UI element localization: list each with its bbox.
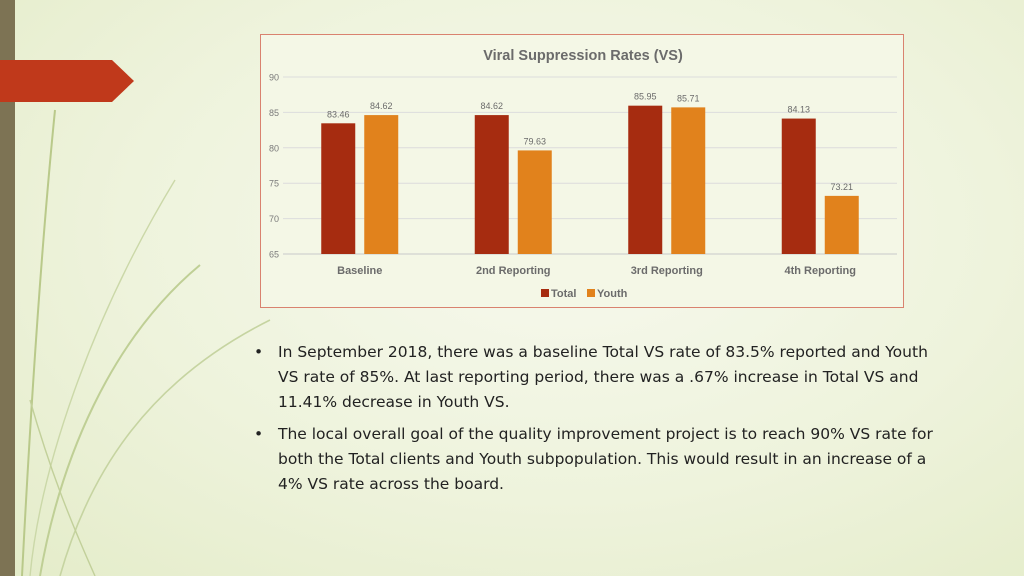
bullet-list: • In September 2018, there was a baselin… (252, 340, 942, 504)
bullet-text-2: The local overall goal of the quality im… (278, 425, 933, 493)
bar-total (474, 115, 509, 255)
data-label: 84.62 (480, 101, 503, 111)
x-tick-label: 4th Reporting (785, 265, 857, 277)
data-label: 85.71 (677, 93, 700, 103)
bullet-text-1: In September 2018, there was a baseline … (278, 343, 928, 411)
bullet-item-1: • In September 2018, there was a baselin… (252, 340, 942, 415)
y-tick-label: 70 (269, 214, 279, 224)
chart-title: Viral Suppression Rates (VS) (483, 48, 683, 64)
bar-total (781, 118, 816, 254)
y-tick-label: 80 (269, 143, 279, 153)
bullet-marker: • (254, 425, 264, 443)
data-label: 79.63 (523, 136, 546, 146)
bar-youth (364, 115, 399, 255)
chart-bars (321, 105, 859, 255)
bullet-item-2: • The local overall goal of the quality … (252, 422, 942, 497)
data-label: 83.46 (327, 109, 350, 119)
data-label: 84.62 (370, 101, 393, 111)
legend-swatch-youth (587, 289, 595, 297)
legend-swatch-total (541, 289, 549, 297)
bullet-marker: • (254, 343, 264, 361)
data-label: 73.21 (830, 182, 853, 192)
slide-left-accent-bar (0, 0, 15, 576)
bar-total (321, 123, 356, 255)
data-label: 84.13 (787, 105, 810, 115)
y-tick-label: 75 (269, 179, 279, 189)
red-arrow-shape (0, 60, 134, 102)
y-tick-label: 65 (269, 250, 279, 260)
x-tick-label: 3rd Reporting (631, 265, 703, 277)
bar-youth (671, 107, 706, 254)
bar-youth (517, 150, 552, 254)
x-axis-ticks: Baseline 2nd Reporting 3rd Reporting 4th Re… (337, 265, 856, 277)
y-tick-label: 90 (269, 73, 279, 83)
x-tick-label: 2nd Reporting (476, 265, 551, 277)
legend-label-youth: Youth (597, 288, 628, 300)
x-tick-label: Baseline (337, 265, 382, 277)
y-tick-label: 85 (269, 108, 279, 118)
y-axis-ticks: 65 70 75 80 85 90 (269, 73, 279, 260)
legend-label-total: Total (551, 288, 576, 300)
bar-total (628, 105, 663, 254)
bar-youth (824, 195, 859, 254)
bar-chart: Viral Suppression Rates (VS) 65 70 75 80 85 9… (269, 48, 897, 300)
chart-data-labels: 83.46 84.62 84.62 79.63 85.95 85.71 84.13 73.21 (327, 92, 853, 192)
chart-frame: Viral Suppression Rates (VS) 65 70 75 80 85 9… (260, 34, 904, 308)
data-label: 85.95 (634, 92, 657, 102)
chart-legend: Total Youth (541, 288, 628, 300)
